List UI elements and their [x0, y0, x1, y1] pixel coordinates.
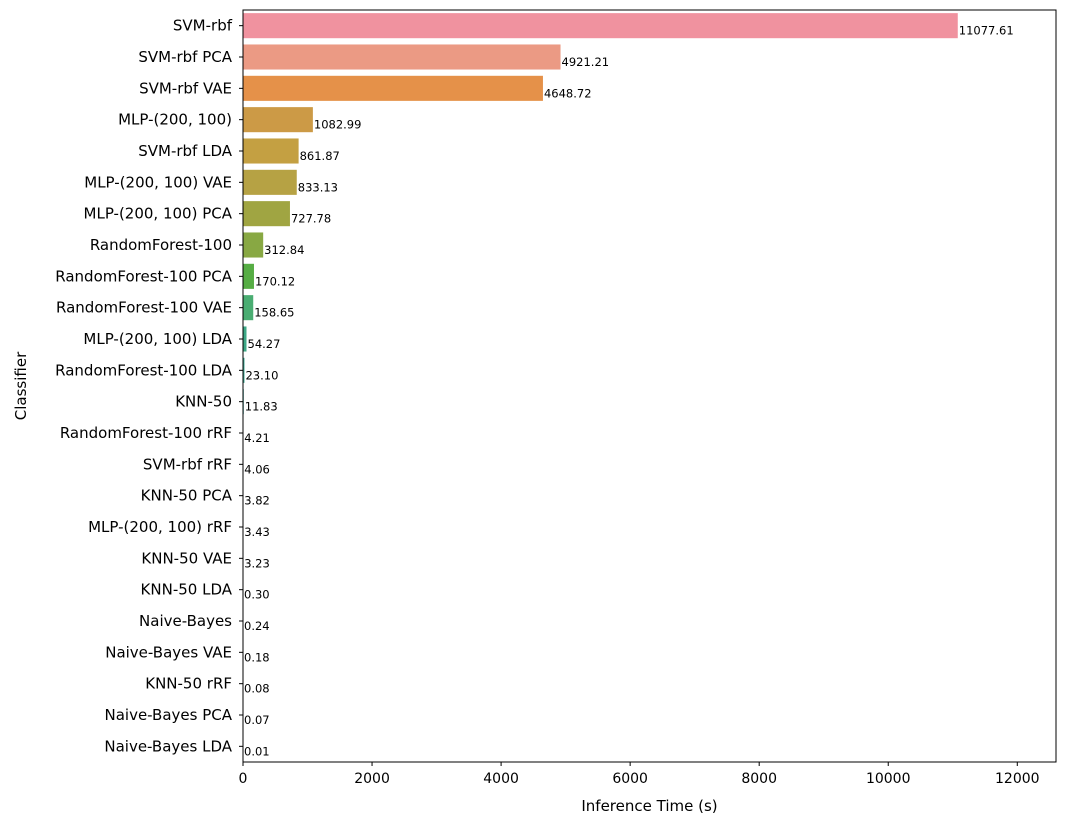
y-tick-label-0: SVM-rbf — [173, 17, 233, 35]
y-tick-label-8: RandomForest-100 PCA — [55, 267, 232, 285]
y-axis-ticks: SVM-rbf SVM-rbf PCA SVM-rbf VAE MLP-(200, 1… — [55, 17, 243, 755]
bar-0 — [243, 13, 958, 39]
x-tick-label-2: 4000 — [483, 771, 519, 787]
value-label-14: 4.06 — [244, 462, 270, 476]
bars-group — [243, 13, 958, 759]
y-tick-label-18: KNN-50 LDA — [141, 581, 233, 599]
value-label-13: 4.21 — [244, 431, 270, 445]
value-label-21: 0.08 — [244, 682, 270, 696]
y-tick-label-13: RandomForest-100 rRF — [60, 424, 232, 442]
y-tick-label-9: RandomForest-100 VAE — [56, 299, 232, 317]
y-tick-label-12: KNN-50 — [175, 393, 232, 411]
y-tick-label-3: MLP-(200, 100) — [118, 111, 232, 129]
value-label-4: 861.87 — [300, 149, 340, 163]
value-label-15: 3.82 — [244, 494, 270, 508]
x-tick-label-1: 2000 — [354, 771, 390, 787]
bar-10 — [243, 326, 247, 352]
x-tick-label-6: 12000 — [995, 771, 1040, 787]
value-label-8: 170.12 — [255, 274, 295, 288]
value-label-3: 1082.99 — [314, 118, 362, 132]
value-label-2: 4648.72 — [544, 86, 592, 100]
value-label-11: 23.10 — [245, 368, 278, 382]
value-label-12: 11.83 — [245, 400, 278, 414]
y-tick-label-22: Naive-Bayes PCA — [104, 706, 232, 724]
value-label-6: 727.78 — [291, 212, 331, 226]
value-label-10: 54.27 — [248, 337, 281, 351]
bar-1 — [243, 44, 561, 70]
x-axis-label: Inference Time (s) — [581, 797, 717, 815]
value-label-9: 158.65 — [254, 306, 294, 320]
value-label-23: 0.01 — [244, 744, 270, 758]
value-label-18: 0.30 — [244, 588, 270, 602]
value-label-5: 833.13 — [298, 180, 338, 194]
y-tick-label-19: Naive-Bayes — [139, 612, 232, 630]
bar-9 — [243, 295, 254, 321]
bar-7 — [243, 232, 264, 258]
y-tick-label-11: RandomForest-100 LDA — [55, 361, 233, 379]
y-tick-label-1: SVM-rbf PCA — [138, 48, 232, 66]
value-label-7: 312.84 — [264, 243, 304, 257]
y-tick-label-6: MLP-(200, 100) PCA — [84, 205, 233, 223]
value-label-22: 0.07 — [244, 713, 270, 727]
y-tick-label-23: Naive-Bayes LDA — [104, 737, 232, 755]
value-label-20: 0.18 — [244, 650, 270, 664]
x-tick-label-3: 6000 — [612, 771, 648, 787]
y-tick-label-7: RandomForest-100 — [90, 236, 232, 254]
y-tick-label-17: KNN-50 VAE — [141, 549, 232, 567]
y-axis-label: Classifier — [12, 351, 30, 420]
bar-6 — [243, 201, 290, 227]
bar-8 — [243, 263, 254, 289]
x-axis-ticks: 0 2000 4000 6000 8000 10000 12000 — [239, 762, 1040, 787]
y-tick-label-20: Naive-Bayes VAE — [105, 643, 232, 661]
bar-2 — [243, 75, 543, 101]
x-tick-label-0: 0 — [239, 771, 248, 787]
y-tick-label-2: SVM-rbf VAE — [139, 79, 232, 97]
value-labels-group: 11077.61 4921.21 4648.72 1082.99 861.87 833.1… — [244, 24, 1014, 759]
y-tick-label-4: SVM-rbf LDA — [138, 142, 233, 160]
bar-11 — [243, 357, 245, 383]
x-tick-label-4: 8000 — [741, 771, 777, 787]
y-tick-label-5: MLP-(200, 100) VAE — [84, 173, 232, 191]
y-tick-label-15: KNN-50 PCA — [141, 487, 233, 505]
bar-3 — [243, 107, 313, 133]
value-label-17: 3.23 — [244, 556, 270, 570]
plot-frame — [242, 9, 1057, 763]
y-tick-label-16: MLP-(200, 100) rRF — [88, 518, 232, 536]
y-tick-label-14: SVM-rbf rRF — [143, 455, 232, 473]
value-label-1: 4921.21 — [562, 55, 610, 69]
value-label-0: 11077.61 — [959, 24, 1014, 38]
y-tick-label-21: KNN-50 rRF — [145, 675, 232, 693]
value-label-19: 0.24 — [244, 619, 270, 633]
bar-5 — [243, 169, 297, 195]
x-tick-label-5: 10000 — [866, 771, 911, 787]
bar-4 — [243, 138, 299, 164]
value-label-16: 3.43 — [244, 525, 270, 539]
y-tick-label-10: MLP-(200, 100) LDA — [83, 330, 232, 348]
